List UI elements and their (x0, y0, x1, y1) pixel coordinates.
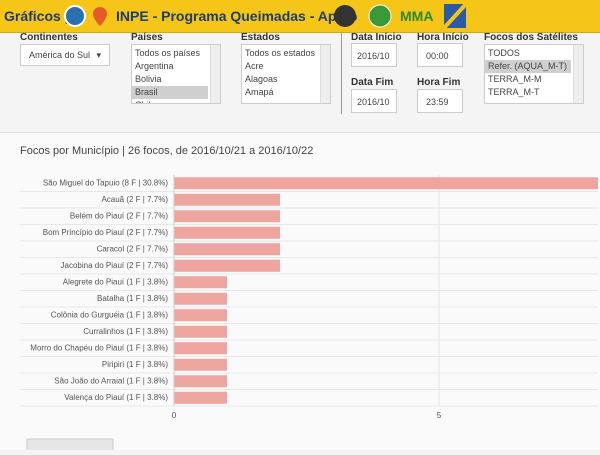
option[interactable]: Bolivia (135, 74, 162, 84)
satellites-list[interactable]: TODOS Refer. (AQUA_M-T) TERRA_M-M TERRA_M-T (484, 44, 584, 104)
partner: MMA (400, 8, 434, 24)
partner-logo (443, 3, 467, 29)
x-tick-label: 0 (172, 411, 177, 420)
chart-panel: Focos por Município | 26 focos, de 2016/… (0, 132, 600, 455)
y-tick-label: Alegrete do Piauí (1 F | 3.8%) (63, 277, 169, 286)
option[interactable]: Refer. (AQUA_M-T) (485, 60, 571, 73)
option[interactable]: Amapá (245, 87, 274, 97)
states-list[interactable]: Todos os estados Acre Alagoas Amapá (241, 44, 331, 104)
bar (174, 358, 227, 371)
divider (341, 32, 342, 114)
header-subtitle: INPE - Programa Queimadas - Apoio (116, 8, 358, 24)
y-tick-label: Piripiri (1 F | 3.8%) (102, 360, 168, 369)
label: Continentes (20, 32, 78, 43)
label: Países (131, 32, 163, 43)
hour-end[interactable]: 23:59 (417, 89, 463, 113)
label: Focos dos Satélites (484, 32, 578, 43)
option[interactable]: Todos os países (135, 48, 201, 58)
y-tick-label: Colônia do Gurguéia (1 F | 3.8%) (51, 310, 169, 319)
y-tick-label: Caracol (2 F | 7.7%) (97, 244, 169, 253)
option[interactable]: Chile (132, 99, 208, 103)
bar (174, 342, 227, 355)
chart: Focos por Município | 26 focos, de 2016/… (20, 145, 598, 455)
chart-title: Focos por Município | 26 focos, de 2016/… (20, 145, 313, 157)
option[interactable]: TERRA_M-T (488, 87, 540, 97)
continent-select[interactable]: América do Sul ▾ (20, 44, 110, 66)
hour-start[interactable]: 00:00 (417, 43, 463, 67)
value: América do Sul (29, 50, 91, 60)
button[interactable] (26, 438, 114, 455)
option[interactable]: Brasil (132, 86, 208, 99)
label: Data Fim (351, 77, 394, 88)
y-tick-label: Jacobina do Piauí (2 F | 7.7%) (61, 261, 169, 270)
bar (174, 210, 280, 223)
bar (174, 177, 598, 190)
label: Hora Fim (417, 77, 461, 88)
bar (174, 193, 280, 206)
option[interactable]: Alagoas (245, 74, 278, 84)
bar (174, 276, 227, 289)
bar (174, 292, 227, 305)
bar (174, 259, 280, 272)
option[interactable]: Argentina (135, 61, 174, 71)
label: Hora Início (417, 32, 469, 43)
option[interactable]: TODOS (488, 48, 520, 58)
logos (64, 5, 107, 27)
label: Estados (241, 32, 280, 43)
bar (174, 325, 227, 338)
date-start[interactable]: 2016/10 (351, 43, 397, 67)
bar (174, 226, 280, 239)
top-bar: Gráficos | INPE - Programa Queimadas - A… (0, 0, 600, 33)
y-tick-label: Bom Princípio do Piauí (2 F | 7.7%) (43, 228, 169, 237)
bar (174, 375, 227, 388)
y-tick-label: São Miguel do Tapuio (8 F | 30.8%) (43, 178, 168, 187)
x-tick-label: 5 (437, 411, 442, 420)
partner-logos (334, 4, 392, 28)
option[interactable]: Acre (245, 61, 264, 71)
y-tick-label: São João do Arraial (1 F | 3.8%) (54, 376, 168, 385)
date-end[interactable]: 2016/10 (351, 89, 397, 113)
header-title[interactable]: Gráficos | (4, 8, 69, 24)
y-tick-label: Curralinhos (1 F | 3.8%) (83, 327, 168, 336)
option[interactable]: TERRA_M-M (488, 74, 542, 84)
bar (174, 309, 227, 322)
bar (174, 243, 280, 256)
y-tick-label: Belém do Piauí (2 F | 7.7%) (70, 211, 168, 220)
y-tick-label: Valença do Piauí (1 F | 3.8%) (64, 393, 168, 402)
option[interactable]: Todos os estados (245, 48, 316, 58)
y-tick-label: Morro do Chapéu do Piauí (1 F | 3.8%) (30, 343, 168, 352)
y-tick-label: Batalha (1 F | 3.8%) (97, 294, 168, 303)
label: Data Início (351, 32, 402, 43)
countries-list[interactable]: Todos os países Argentina Bolivia BrasilChi… (131, 44, 221, 104)
y-tick-label: Acauã (2 F | 7.7%) (101, 195, 168, 204)
bar (174, 391, 227, 404)
